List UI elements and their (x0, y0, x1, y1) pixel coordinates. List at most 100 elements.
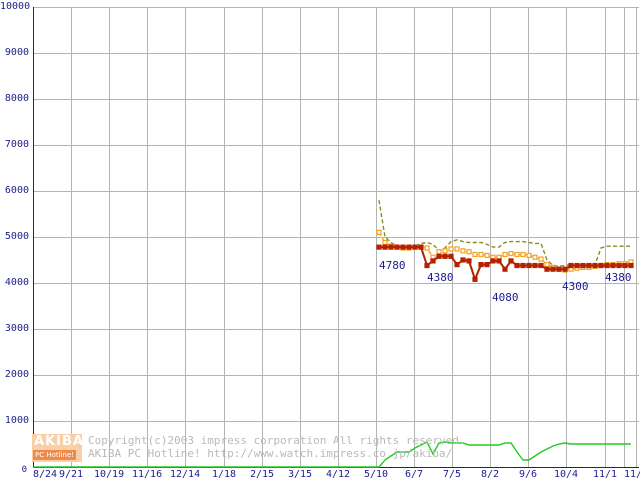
x-axis-tick-label: 11/8 (624, 469, 640, 480)
series-average-price-marker (526, 252, 532, 258)
x-axis-tick-label: 8/24 (33, 469, 58, 480)
series-average-price-marker (520, 251, 526, 258)
y-axis-tick-label: 3000 (4, 323, 29, 334)
series-min-price-marker (430, 258, 436, 264)
series-min-price-marker (538, 262, 544, 269)
series-average-price-marker (382, 239, 388, 246)
y-axis-tick-label: 7000 (4, 139, 29, 150)
series-min-price-marker (412, 244, 418, 250)
series-average-price-marker (478, 251, 484, 258)
logo-sub-text: PC Hotline! (33, 450, 77, 460)
series-min-price-marker (394, 244, 400, 250)
series-min-price-marker (388, 244, 394, 250)
series-min-price-marker (424, 262, 430, 269)
series-average-price-marker (532, 254, 538, 260)
series-average-price-marker (514, 251, 520, 258)
series-min-price-marker (502, 266, 508, 272)
series-min-price-marker (418, 244, 424, 250)
series-min-price-marker (604, 262, 610, 269)
series-min-price-marker (532, 262, 538, 269)
series-average-price-marker (502, 251, 508, 258)
series-average-price-marker (436, 249, 442, 255)
series-min-price-marker (484, 262, 490, 268)
x-axis-tick-label: 7/5 (443, 469, 462, 480)
series-min-price-marker (514, 262, 520, 269)
series-min-price-marker (460, 257, 466, 263)
series-min-price-marker (622, 262, 628, 269)
series-min-price-marker (448, 253, 454, 259)
logo-main-text: AKIBA (34, 434, 84, 449)
series-min-price-marker (376, 244, 382, 250)
x-axis-tick-label: 10/4 (554, 469, 579, 480)
y-axis-tick-label: 8000 (4, 93, 29, 104)
copyright-line: Copyright(c)2003 impress corporation All… (88, 434, 466, 447)
series-min-price-marker (544, 266, 550, 272)
series-average-price-marker (454, 246, 460, 252)
series-min-price-marker (520, 262, 526, 269)
series-min-price-marker (454, 262, 460, 268)
y-axis-tick-label: 6000 (4, 185, 29, 196)
x-axis-tick-label: 9/6 (519, 469, 538, 480)
data-point-label: 4780 (379, 259, 406, 272)
series-average-price-marker (466, 249, 472, 255)
x-axis-tick-label: 8/2 (481, 469, 500, 480)
series-min-price-marker (508, 258, 514, 264)
y-axis-tick-label: 0 (21, 465, 27, 475)
series-min-price-marker (586, 262, 592, 269)
series-average-price-marker (460, 248, 466, 254)
series-min-price-marker (568, 262, 574, 269)
series-min-price-marker (442, 253, 448, 259)
y-axis-tick-label: 2000 (4, 369, 29, 380)
y-axis-tick-label: 4000 (4, 277, 29, 288)
series-quantity-count (33, 441, 631, 468)
series-average-price-marker (544, 262, 550, 268)
series-min-price-marker (400, 244, 406, 250)
grid-lines (33, 7, 639, 468)
series-average-price-marker (442, 248, 448, 254)
data-point-label: 4380 (427, 271, 454, 284)
series-min-price-marker (610, 262, 616, 269)
x-axis-tick-label: 5/10 (364, 469, 389, 480)
data-point-label: 4080 (492, 291, 519, 304)
series-average-price-marker (376, 229, 382, 235)
x-axis-tick-label: 3/15 (288, 469, 313, 480)
x-axis-tick-label: 11/16 (132, 469, 163, 480)
watermark-text: Copyright(c)2003 impress corporation All… (88, 434, 466, 460)
series-min-price-marker (406, 244, 412, 250)
series-average-price-marker (538, 256, 544, 262)
x-axis-tick-label: 11/1 (593, 469, 618, 480)
watermark: AKIBA PC Hotline! Copyright(c)2003 impre… (32, 434, 466, 462)
series-min-price-marker (580, 262, 586, 269)
data-point-label: 4380 (605, 271, 632, 284)
series-min-price-marker (598, 262, 604, 269)
series-min-price-marker (436, 253, 442, 259)
series-min-price-marker (382, 244, 388, 250)
data-series-layer (33, 200, 634, 468)
y-axis-tick-label: 10000 (0, 1, 31, 12)
series-average-price-marker (472, 251, 478, 258)
url-line: AKIBA PC Hotline! http://www.watch.impre… (88, 447, 453, 460)
series-min-price-marker (562, 266, 568, 272)
series-min-price-marker (490, 258, 496, 264)
series-min-price-marker (478, 262, 484, 268)
series-min-price-marker (556, 266, 562, 272)
x-axis-tick-label: 6/7 (405, 469, 424, 480)
y-axis-tick-label: 5000 (4, 231, 29, 242)
series-min-price-marker (574, 262, 580, 269)
series-average-price-marker (508, 250, 514, 257)
series-min-price-marker (496, 258, 502, 264)
akiba-logo: AKIBA PC Hotline! (32, 434, 84, 462)
series-average-price-marker (424, 245, 430, 251)
series-min-price-marker (628, 262, 634, 269)
series-average-price-marker (448, 246, 454, 252)
x-axis-tick-label: 4/12 (326, 469, 351, 480)
y-axis-tick-label: 9000 (4, 47, 29, 58)
series-min-price-marker (526, 262, 532, 269)
series-min-price-marker (472, 276, 478, 282)
series-min-price-marker (592, 262, 598, 269)
series-average-price-marker (484, 252, 490, 258)
x-axis-tick-label: 10/19 (94, 469, 125, 480)
x-axis-tick-label: 1/18 (212, 469, 237, 480)
